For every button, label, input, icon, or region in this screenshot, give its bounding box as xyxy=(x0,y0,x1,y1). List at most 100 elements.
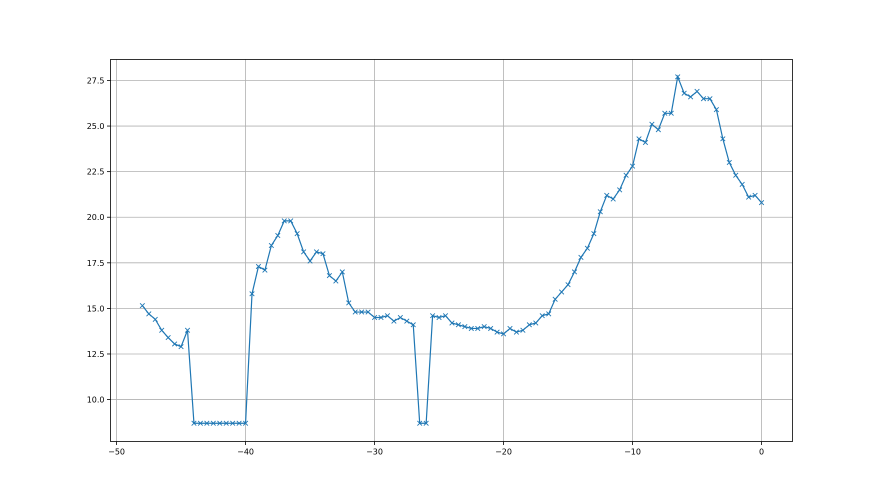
data-point-marker xyxy=(694,88,700,95)
data-point-marker xyxy=(565,282,571,288)
data-point-marker xyxy=(758,200,765,206)
data-point-marker xyxy=(591,231,597,237)
data-point-marker xyxy=(171,341,178,347)
data-point-marker xyxy=(197,420,204,426)
data-point-marker xyxy=(210,420,216,426)
data-point-marker xyxy=(236,420,242,426)
data-point-marker xyxy=(384,313,391,319)
data-point-marker xyxy=(720,136,726,142)
data-point-marker xyxy=(184,327,191,333)
data-point-marker xyxy=(178,344,184,350)
data-point-marker xyxy=(346,300,352,306)
data-point-marker xyxy=(681,90,687,96)
data-point-marker xyxy=(397,314,403,321)
y-tick-label: 17.5 xyxy=(87,259,105,268)
series-line xyxy=(141,74,762,424)
data-point-marker xyxy=(649,121,655,127)
data-point-marker xyxy=(571,269,578,275)
grid xyxy=(110,59,793,442)
data-point-marker xyxy=(707,96,713,102)
data-point-marker xyxy=(739,181,745,188)
data-point-marker xyxy=(449,320,455,326)
data-point-marker xyxy=(275,232,281,239)
data-point-marker xyxy=(404,318,410,324)
x-tick-label: −40 xyxy=(237,448,254,457)
data-point-marker xyxy=(294,231,300,237)
data-point-marker xyxy=(313,249,320,255)
y-tick-label: 25.0 xyxy=(87,122,105,131)
data-point-marker xyxy=(578,254,584,260)
data-point-marker xyxy=(584,245,591,251)
data-point-marker xyxy=(442,313,449,319)
data-point-marker xyxy=(475,325,481,332)
data-point-marker xyxy=(268,242,274,249)
data-point-marker xyxy=(436,314,442,321)
data-point-marker xyxy=(746,194,752,200)
y-tick-label: 12.5 xyxy=(87,350,105,359)
data-point-marker xyxy=(300,249,307,255)
data-point-marker xyxy=(339,269,345,275)
data-point-marker xyxy=(604,192,610,198)
data-point-marker xyxy=(365,309,371,315)
data-point-marker xyxy=(733,172,739,178)
data-point-marker xyxy=(629,163,636,169)
data-point-marker xyxy=(610,196,616,202)
data-point-marker xyxy=(391,318,397,324)
axis-ticks: −50 −40 −30 −20 −10 0 10.0 12.5 15.0 17.5 20.0 22.5… xyxy=(87,76,764,456)
data-point-marker xyxy=(378,314,384,321)
data-point-marker xyxy=(371,314,378,321)
series xyxy=(139,74,765,426)
data-point-marker xyxy=(623,172,629,178)
data-point-marker xyxy=(429,313,436,319)
x-tick-label: −10 xyxy=(624,448,641,457)
data-point-marker xyxy=(359,309,365,315)
data-point-marker xyxy=(552,296,558,302)
data-point-marker xyxy=(488,325,494,332)
data-point-marker xyxy=(558,289,565,295)
data-point-marker xyxy=(455,322,462,328)
data-point-marker xyxy=(191,420,197,426)
data-point-marker xyxy=(675,74,681,80)
data-point-marker xyxy=(662,110,668,116)
x-tick-label: 0 xyxy=(759,448,764,457)
data-point-marker xyxy=(423,420,429,426)
data-point-marker xyxy=(165,334,171,341)
data-point-marker xyxy=(217,420,223,426)
data-point-marker xyxy=(655,127,661,133)
data-point-marker xyxy=(152,316,158,322)
data-point-marker xyxy=(417,420,423,426)
data-point-marker xyxy=(507,325,513,332)
data-point-marker xyxy=(520,327,526,333)
data-point-marker xyxy=(139,303,145,309)
data-point-marker xyxy=(146,311,152,317)
data-point-marker xyxy=(642,139,649,146)
y-tick-label: 10.0 xyxy=(87,396,105,405)
data-point-marker xyxy=(462,324,468,330)
data-point-marker xyxy=(281,218,287,224)
data-point-marker xyxy=(262,267,268,273)
x-tick-label: −30 xyxy=(366,448,383,457)
data-point-marker xyxy=(326,272,333,279)
data-point-marker xyxy=(307,258,313,264)
data-point-marker xyxy=(242,420,249,426)
data-point-marker xyxy=(726,159,732,166)
data-point-marker xyxy=(500,331,507,337)
data-point-marker xyxy=(617,187,623,193)
data-point-marker xyxy=(410,322,416,328)
data-point-marker xyxy=(546,311,552,317)
x-tick-label: −20 xyxy=(495,448,512,457)
x-tick-label: −50 xyxy=(108,448,125,457)
data-point-marker xyxy=(700,96,707,102)
plot-frame xyxy=(110,59,793,442)
data-point-marker xyxy=(752,192,758,198)
data-point-marker xyxy=(526,322,532,328)
data-point-marker xyxy=(513,329,520,335)
data-point-marker xyxy=(533,320,539,326)
data-point-marker xyxy=(687,94,694,100)
y-tick-label: 22.5 xyxy=(87,168,105,177)
data-point-marker xyxy=(288,218,294,224)
y-tick-label: 15.0 xyxy=(87,304,105,313)
data-point-marker xyxy=(223,420,229,426)
data-point-marker xyxy=(333,278,339,284)
